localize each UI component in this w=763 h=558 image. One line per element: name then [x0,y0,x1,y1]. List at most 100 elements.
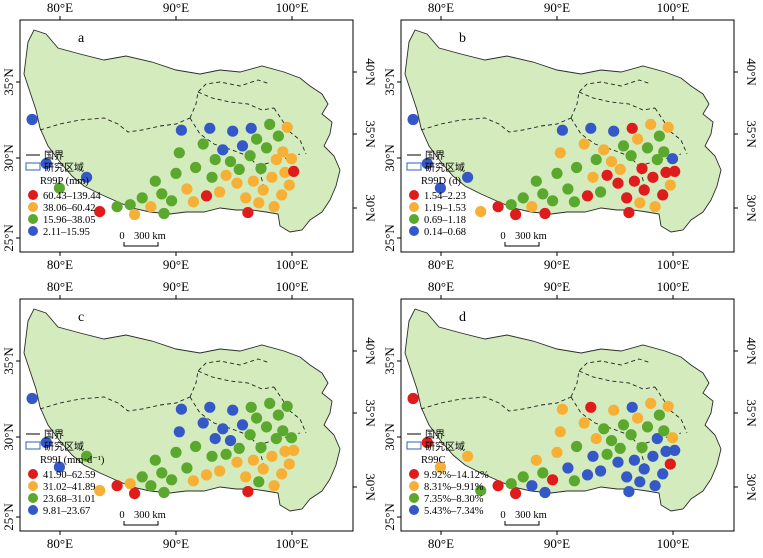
legend-class-label: 0.69–1.18 [424,215,466,226]
station-point [595,465,607,477]
station-point [662,400,674,412]
station-point [554,147,566,159]
station-point [136,192,148,204]
station-point [623,486,635,498]
station-point [505,199,517,211]
x-tick-label-top: 80°E [428,279,454,294]
station-point [26,113,38,126]
scale-zero-label: 0 [119,231,124,242]
station-point [281,121,293,133]
station-point [190,440,202,453]
y-tick-label-left: 25°N [1,224,16,252]
station-point [266,450,278,462]
scale-bar [123,242,159,247]
station-point [626,401,638,413]
station-point [233,442,245,454]
station-point [647,450,659,462]
station-point [217,423,229,435]
station-point [255,441,267,454]
study-area-legend-label: 研究区域 [425,161,465,174]
y-tick-label-right: 30°N [744,194,759,222]
station-point [645,397,657,409]
station-point [664,179,676,191]
station-point [547,195,559,207]
station-point [608,404,620,416]
station-point [233,163,245,175]
station-point [601,448,613,460]
x-tick-label-bottom: 80°E [428,257,454,272]
station-point [638,463,650,475]
station-point [260,142,273,154]
station-point [279,445,291,457]
station-point [285,153,298,165]
station-point [268,480,280,492]
station-point [628,454,640,466]
station-point [645,118,657,130]
station-point [217,144,229,156]
station-point [664,458,676,470]
station-point [227,125,239,137]
y-tick-label-left: 35°N [382,68,397,96]
station-point [190,161,202,174]
station-point [206,171,218,183]
station-point [266,171,278,183]
station-point [272,409,284,421]
scale-zero-label: 0 [500,510,505,521]
scale-distance-label: 300 km [515,231,547,242]
station-point [53,461,65,473]
station-point [649,480,661,492]
station-point [81,171,93,183]
station-point [251,133,263,145]
station-point [578,138,590,150]
station-point [666,432,679,444]
station-point [173,426,185,438]
station-point [462,171,474,183]
station-point [551,167,563,179]
x-tick-label-top: 80°E [47,0,73,15]
station-point [220,169,232,181]
legend-class-label: 1.54–2.23 [424,191,466,202]
station-point [578,417,590,429]
legend-class-label: 9.92%–14.12% [424,470,489,481]
legend-class-label: 23.68–31.01 [43,494,96,505]
station-point [638,184,650,196]
station-point [547,474,559,486]
x-tick-label-bottom: 100°E [276,257,309,272]
panel-letter: d [459,310,466,325]
legend-class-swatch [28,481,38,491]
station-point [598,423,610,435]
legend-class-swatch [28,226,38,236]
station-point [145,480,157,492]
station-point [605,156,618,168]
station-point [475,206,487,218]
y-tick-label-right: 30°N [363,473,378,501]
map-panel-b: 80°E 80°E 90°E 90°E 100°E 100°E 35°N 30°N 25°N 40… [382,0,759,272]
y-tick-label-right: 30°N [744,473,759,501]
legend-class-label: 2.11–15.95 [43,227,90,238]
station-point [111,201,123,213]
station-point [556,403,568,415]
station-point [204,122,216,134]
study-area-legend-box [406,162,422,171]
station-point [149,175,161,187]
legend-class-label: 9.81–23.67 [43,506,90,517]
legend-class-swatch [409,493,419,503]
station-point [187,196,199,208]
station-point [653,130,665,142]
station-point [666,153,679,165]
station-point [634,476,646,488]
station-point [590,433,602,445]
station-point [288,165,300,177]
station-point [247,175,259,187]
station-point [277,425,289,437]
station-point [568,196,580,208]
y-tick-label-right: 40°N [744,337,759,365]
panel-letter: a [78,31,85,46]
station-point [253,476,265,488]
station-point [236,419,249,431]
station-point [281,400,293,412]
y-tick-label-left: 35°N [1,347,16,375]
station-point [554,426,566,438]
station-point [158,207,170,220]
